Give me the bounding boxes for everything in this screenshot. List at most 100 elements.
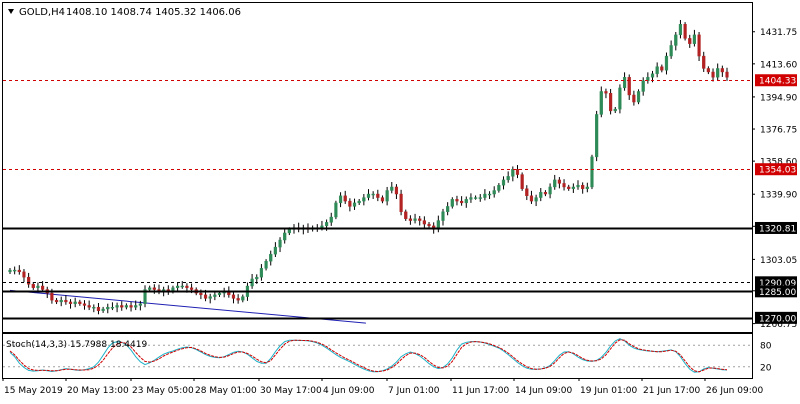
candle-bear bbox=[87, 305, 91, 308]
stochastic-title: Stoch(14,3,3) 15.7988 18.4419 bbox=[6, 340, 147, 350]
levels-layer bbox=[3, 80, 752, 320]
candle-bull bbox=[101, 308, 105, 311]
candle-bull bbox=[134, 305, 138, 308]
candle-bull bbox=[287, 229, 291, 234]
time-tick-label: 28 May 01:00 bbox=[195, 386, 257, 396]
candle-bull bbox=[13, 269, 17, 272]
stoch-level-label: 20 bbox=[760, 363, 772, 373]
candle-bull bbox=[539, 192, 543, 198]
time-tick-label: 26 Jun 09:00 bbox=[706, 386, 763, 396]
candle-bear bbox=[683, 24, 687, 39]
candle-bear bbox=[525, 188, 529, 197]
candle-bull bbox=[613, 108, 617, 112]
candle-bear bbox=[31, 284, 35, 288]
candle-bull bbox=[259, 268, 264, 278]
candle-bear bbox=[520, 174, 524, 189]
price-tick-label: 1303.05 bbox=[760, 256, 797, 266]
candle-bear bbox=[394, 186, 399, 195]
time-axis[interactable]: 15 May 2019 20 May 13:00 23 May 05:00 28 Ma… bbox=[2, 378, 763, 396]
price-axis[interactable]: 1431.75 1413.60 1394.90 1376.75 1358.60 1339.… bbox=[752, 28, 797, 330]
candle-bull bbox=[115, 305, 119, 308]
candle-bear bbox=[404, 211, 408, 219]
candle-bull bbox=[283, 232, 287, 241]
level-price-label: 1285.00 bbox=[759, 288, 796, 298]
candle-bull bbox=[338, 195, 343, 204]
candle-bear bbox=[581, 184, 585, 189]
time-tick-label: 15 May 2019 bbox=[4, 386, 63, 396]
candle-bear bbox=[418, 218, 422, 221]
triangle-down-icon[interactable] bbox=[8, 9, 14, 14]
candle-bull bbox=[585, 186, 589, 189]
candle-bull bbox=[655, 66, 659, 74]
candle-bear bbox=[557, 179, 561, 184]
level-price-label: 1354.03 bbox=[759, 166, 796, 176]
candle-bull bbox=[73, 301, 77, 304]
time-tick-label: 7 Jun 01:00 bbox=[388, 386, 440, 396]
candle-bull bbox=[92, 307, 96, 309]
candle-bull bbox=[124, 305, 128, 308]
candle-bear bbox=[50, 292, 54, 301]
candle-bull bbox=[241, 296, 245, 301]
candle-bull bbox=[110, 307, 115, 309]
candle-bull bbox=[534, 197, 538, 202]
candle-bull bbox=[357, 200, 361, 204]
candle-bull bbox=[441, 211, 445, 221]
candle-bull bbox=[678, 24, 683, 36]
candle-bear bbox=[152, 287, 156, 290]
indicator-pane-border bbox=[2, 333, 753, 379]
level-price-tag bbox=[755, 163, 797, 176]
level-price-label: 1290.09 bbox=[759, 279, 796, 289]
candle-bull bbox=[478, 197, 482, 199]
candle-bull bbox=[255, 276, 259, 280]
candle-bull bbox=[413, 218, 417, 221]
candle-bull bbox=[264, 261, 268, 269]
time-tick-label: 20 May 13:00 bbox=[67, 386, 129, 396]
candle-bear bbox=[399, 193, 403, 212]
candle-bull bbox=[390, 186, 394, 191]
level-price-tag bbox=[755, 221, 797, 234]
candle-bull bbox=[362, 197, 366, 202]
candle-bear bbox=[68, 301, 73, 304]
candle-bear bbox=[120, 305, 124, 308]
candle-bull bbox=[669, 45, 673, 57]
candle-bull bbox=[674, 34, 678, 46]
candle-bear bbox=[231, 294, 236, 299]
candle-bear bbox=[422, 220, 426, 225]
candle-bear bbox=[348, 200, 352, 207]
price-tick-label: 1413.60 bbox=[760, 60, 797, 70]
candle-bear bbox=[567, 186, 571, 189]
candle-bull bbox=[324, 222, 329, 227]
candle-bull bbox=[618, 87, 622, 110]
stochastic-layer: 80 20 bbox=[3, 338, 772, 373]
candle-bear bbox=[632, 94, 636, 103]
candle-bull bbox=[487, 193, 492, 196]
candle-bear bbox=[82, 303, 87, 306]
stoch-line-signal bbox=[9, 339, 728, 373]
candle-bull bbox=[469, 197, 473, 200]
candle-bear bbox=[17, 269, 21, 273]
candle-bear bbox=[54, 299, 59, 303]
candle-bull bbox=[692, 34, 697, 44]
candle-bear bbox=[702, 55, 706, 69]
candle-bear bbox=[185, 285, 189, 288]
price-tick-label: 1394.90 bbox=[760, 93, 797, 103]
candle-bull bbox=[473, 197, 478, 199]
candle-bull bbox=[446, 206, 450, 212]
level-price-tag bbox=[755, 276, 797, 289]
price-tick-label: 1266.75 bbox=[760, 320, 797, 330]
candle-bull bbox=[716, 68, 720, 78]
candle-bull bbox=[59, 299, 63, 303]
candle-bull bbox=[506, 176, 510, 181]
candle-bull bbox=[208, 296, 212, 299]
candle-bear bbox=[711, 71, 715, 78]
price-tick-label: 1376.75 bbox=[760, 126, 797, 136]
candle-bull bbox=[636, 91, 641, 103]
time-tick-label: 11 Jun 17:00 bbox=[452, 386, 509, 396]
price-tick-label: 1431.75 bbox=[760, 28, 797, 38]
candle-bear bbox=[562, 183, 566, 188]
candle-bear bbox=[96, 307, 101, 311]
candle-bull bbox=[143, 289, 147, 304]
price-tick-label: 1358.60 bbox=[760, 158, 797, 168]
